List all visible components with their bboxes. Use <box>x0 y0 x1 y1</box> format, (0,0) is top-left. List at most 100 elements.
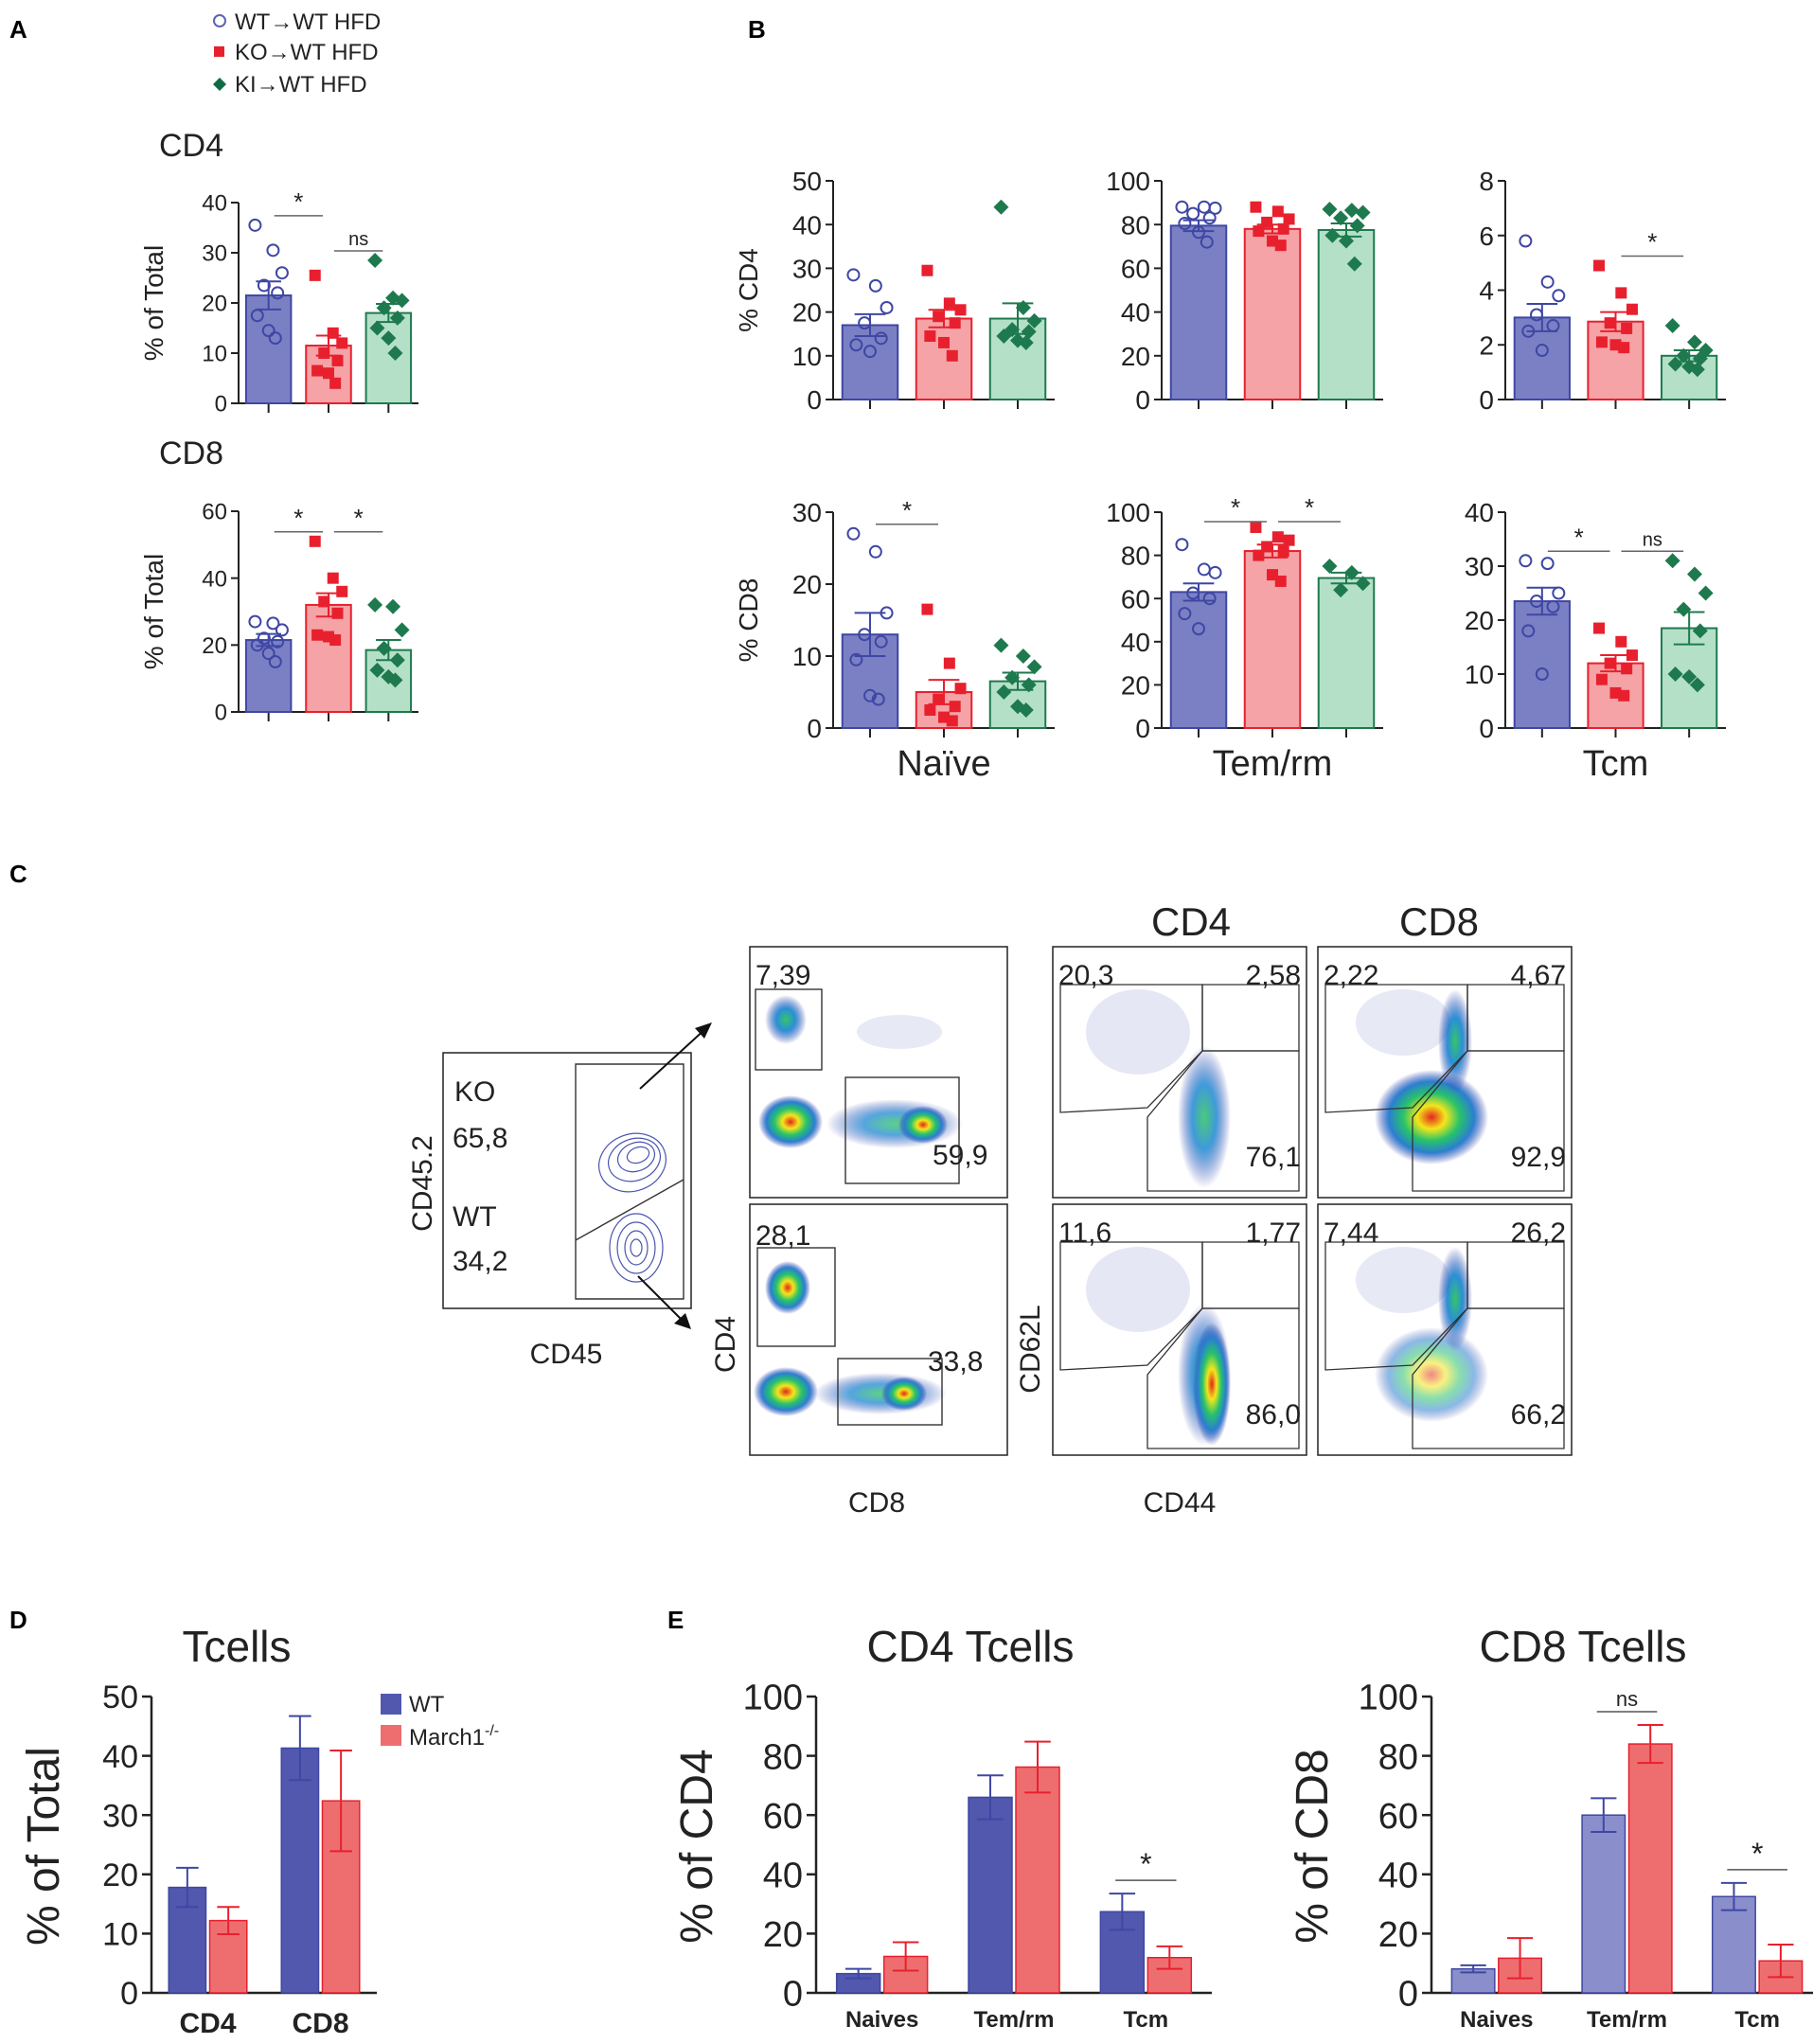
flow-gate <box>1146 1307 1300 1449</box>
data-point <box>394 293 410 309</box>
gate-wt-label: WT <box>453 1201 497 1233</box>
data-point <box>874 634 888 649</box>
data-point <box>1277 545 1289 558</box>
data-point <box>1175 538 1189 552</box>
significance-label: * <box>354 504 364 532</box>
significance-label: ns <box>1643 529 1662 550</box>
data-point <box>376 300 392 316</box>
data-point <box>946 349 958 362</box>
y-tick-label: 20 <box>1465 606 1494 635</box>
flow-plot-cd4-top: 20,3 2,58 76,1 <box>1052 946 1307 1199</box>
y-tick-label: 0 <box>215 392 227 418</box>
y-tick-label: 100 <box>1106 498 1150 527</box>
data-point <box>271 286 285 300</box>
y-axis-label: % of CD4 <box>672 1749 722 1943</box>
bar <box>244 639 293 713</box>
y-tick-label: 20 <box>763 1915 803 1955</box>
data-point <box>250 309 264 323</box>
data-point <box>933 693 945 705</box>
data-point <box>1208 565 1222 579</box>
quadrant-value-top-left: 2,22 <box>1324 960 1378 991</box>
data-point <box>327 327 339 339</box>
data-point <box>1018 702 1034 718</box>
data-point <box>266 243 280 258</box>
flow-gate <box>1059 984 1203 1113</box>
gate-cd8-value-bottom: 33,8 <box>928 1346 983 1377</box>
flow-density-cloud <box>1086 1247 1190 1332</box>
y-axis-label: % CD8 <box>734 578 763 663</box>
significance-label: * <box>293 187 303 216</box>
legend-d: WT March1-/- <box>381 1692 499 1751</box>
data-point <box>248 614 262 629</box>
significance-label: * <box>1140 1847 1151 1881</box>
gate-cd4-value-top: 7,39 <box>755 960 810 991</box>
flow-plot-cd4-cd8-top: 7,39 59,9 <box>749 946 1008 1199</box>
data-point <box>331 354 344 366</box>
data-point <box>1250 521 1262 533</box>
flow-title-cd4: CD4 <box>1151 899 1231 944</box>
data-point <box>1343 564 1360 580</box>
flow-density-cloud <box>1375 1070 1488 1164</box>
data-point <box>376 640 392 656</box>
data-point <box>331 607 344 619</box>
data-point <box>868 278 882 293</box>
data-point <box>1322 559 1338 574</box>
data-point <box>1618 689 1630 702</box>
data-point <box>1175 200 1189 214</box>
bar <box>841 324 899 400</box>
data-point <box>868 544 882 559</box>
data-point <box>329 634 342 647</box>
significance-label: * <box>293 504 303 532</box>
data-point <box>1664 553 1680 569</box>
data-point <box>336 585 348 597</box>
chart-e-cd8-tcells: 0 20 40 60 80 100 Naives Tem/rm ns Tcm * % of CD8 CD… <box>1288 1622 1813 2033</box>
data-point <box>943 297 955 310</box>
data-point <box>268 655 282 668</box>
x-tick-label: Tcm <box>1124 2007 1169 2033</box>
data-point <box>369 320 385 336</box>
data-point <box>1208 201 1222 215</box>
legend-main: WT→WT HFD KO→WT HFD KI→WT HFD <box>213 9 381 98</box>
flow-plot-cd45: KO 65,8 WT 34,2 CD45.2 CD45 <box>407 1022 712 1370</box>
bar <box>1169 591 1228 729</box>
data-point <box>1346 256 1362 272</box>
data-point <box>327 572 339 584</box>
data-point <box>1676 601 1692 617</box>
y-tick-label: 80 <box>1121 210 1150 240</box>
flow-plot-frame <box>1052 1203 1307 1456</box>
data-point <box>954 304 967 316</box>
panel-letter-d: D <box>9 1606 27 1634</box>
data-point <box>1200 235 1214 249</box>
chart-b-cd4-temrm: 0 20 40 60 80 100 <box>1106 167 1383 415</box>
bar <box>1711 1895 1756 1994</box>
y-tick-label: 0 <box>215 701 227 726</box>
significance-label: * <box>902 496 912 524</box>
data-point <box>1261 541 1273 553</box>
y-tick-label: 80 <box>1121 542 1150 571</box>
significance-label: * <box>1305 493 1314 522</box>
significance-label: * <box>1574 523 1584 551</box>
data-point <box>1026 659 1042 675</box>
y-tick-label: 6 <box>1479 222 1494 251</box>
y-tick-label: 10 <box>202 342 227 367</box>
data-point <box>1692 350 1708 366</box>
data-point <box>261 647 276 661</box>
y-tick-label: 20 <box>202 292 227 317</box>
bar <box>280 1747 320 1994</box>
significance-label: * <box>1751 1837 1763 1871</box>
data-point <box>1604 317 1616 329</box>
data-point <box>1202 592 1217 606</box>
data-point <box>1686 334 1702 350</box>
chart-b-cd8-temrm: 0 20 40 60 80 100 * * Tem/rm <box>1106 493 1383 784</box>
data-point <box>1604 657 1616 669</box>
data-point <box>1178 607 1192 621</box>
data-point <box>1552 586 1566 600</box>
data-point <box>1621 663 1633 675</box>
flow-gate-cd4 <box>755 988 823 1071</box>
data-point <box>1667 667 1683 682</box>
legend-d-label-wt: WT <box>409 1692 445 1717</box>
data-point <box>1689 362 1705 378</box>
data-point <box>1343 203 1360 219</box>
data-point <box>1618 342 1630 354</box>
data-point <box>858 628 872 642</box>
